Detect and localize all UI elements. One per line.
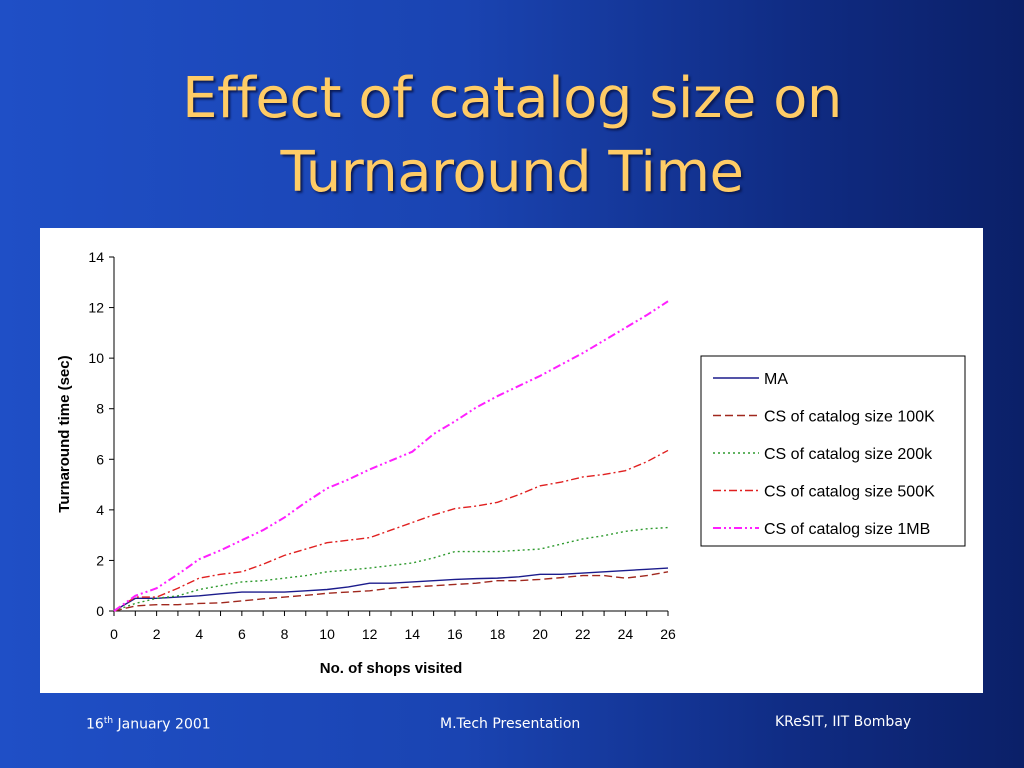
y-axis-title: Turnaround time (sec): [56, 355, 73, 512]
chart-panel: 0 2 4 6 8 10 12 14 0 2 4 6 8 10 12 14 16 18 20 22 24 26 No. of…: [40, 228, 983, 693]
x-tick-label: 20: [532, 626, 548, 642]
y-tick-label: 14: [88, 249, 104, 265]
slide-title: Effect of catalog size on Turnaround Tim…: [0, 62, 1024, 210]
series-line-5: [113, 300, 669, 612]
series-line-4: [113, 449, 669, 612]
y-tick-label: 0: [96, 603, 104, 619]
y-tick-label: 12: [88, 300, 104, 316]
x-tick-label: 2: [153, 626, 161, 642]
legend-label-1: MA: [764, 371, 788, 388]
x-axis-title: No. of shops visited: [320, 660, 463, 677]
series-line-2: [113, 571, 669, 612]
footer-date: 16th January 2001: [86, 716, 211, 733]
y-tick-label: 2: [96, 552, 104, 568]
y-tick-label: 10: [88, 350, 104, 366]
series-line-1: [113, 567, 669, 612]
footer-date-day: 16: [86, 716, 104, 733]
x-tick-label: 10: [319, 626, 335, 642]
slide-title-line1: Effect of catalog size on: [182, 66, 842, 131]
legend-label-3: CS of catalog size 200k: [764, 446, 933, 463]
legend-box: [700, 355, 966, 547]
y-tick-label: 6: [96, 451, 104, 467]
x-tick-label: 0: [110, 626, 118, 642]
footer-date-sup: th: [103, 716, 114, 726]
x-tick-label: 18: [490, 626, 506, 642]
legend-label-4: CS of catalog size 500K: [764, 484, 935, 501]
legend-label-5: CS of catalog size 1MB: [764, 521, 930, 538]
x-tick-label: 12: [362, 626, 378, 642]
slide-title-line2: Turnaround Time: [280, 140, 744, 205]
footer-institute: KReSIT, IIT Bombay: [775, 714, 912, 730]
x-tick-label: 16: [447, 626, 463, 642]
x-tick-label: 22: [575, 626, 591, 642]
series-line-3: [113, 526, 669, 612]
x-tick-label: 26: [660, 626, 676, 642]
x-tick-label: 24: [618, 626, 634, 642]
footer-date-rest: January 2001: [113, 716, 211, 733]
x-tick-label: 6: [238, 626, 246, 642]
x-tick-label: 8: [281, 626, 289, 642]
x-tick-label: 4: [195, 626, 203, 642]
legend-label-2: CS of catalog size 100K: [764, 409, 935, 426]
y-tick-label: 4: [96, 502, 104, 518]
y-tick-label: 8: [96, 401, 104, 417]
footer-presentation: M.Tech Presentation: [440, 716, 581, 732]
x-tick-label: 14: [405, 626, 421, 642]
